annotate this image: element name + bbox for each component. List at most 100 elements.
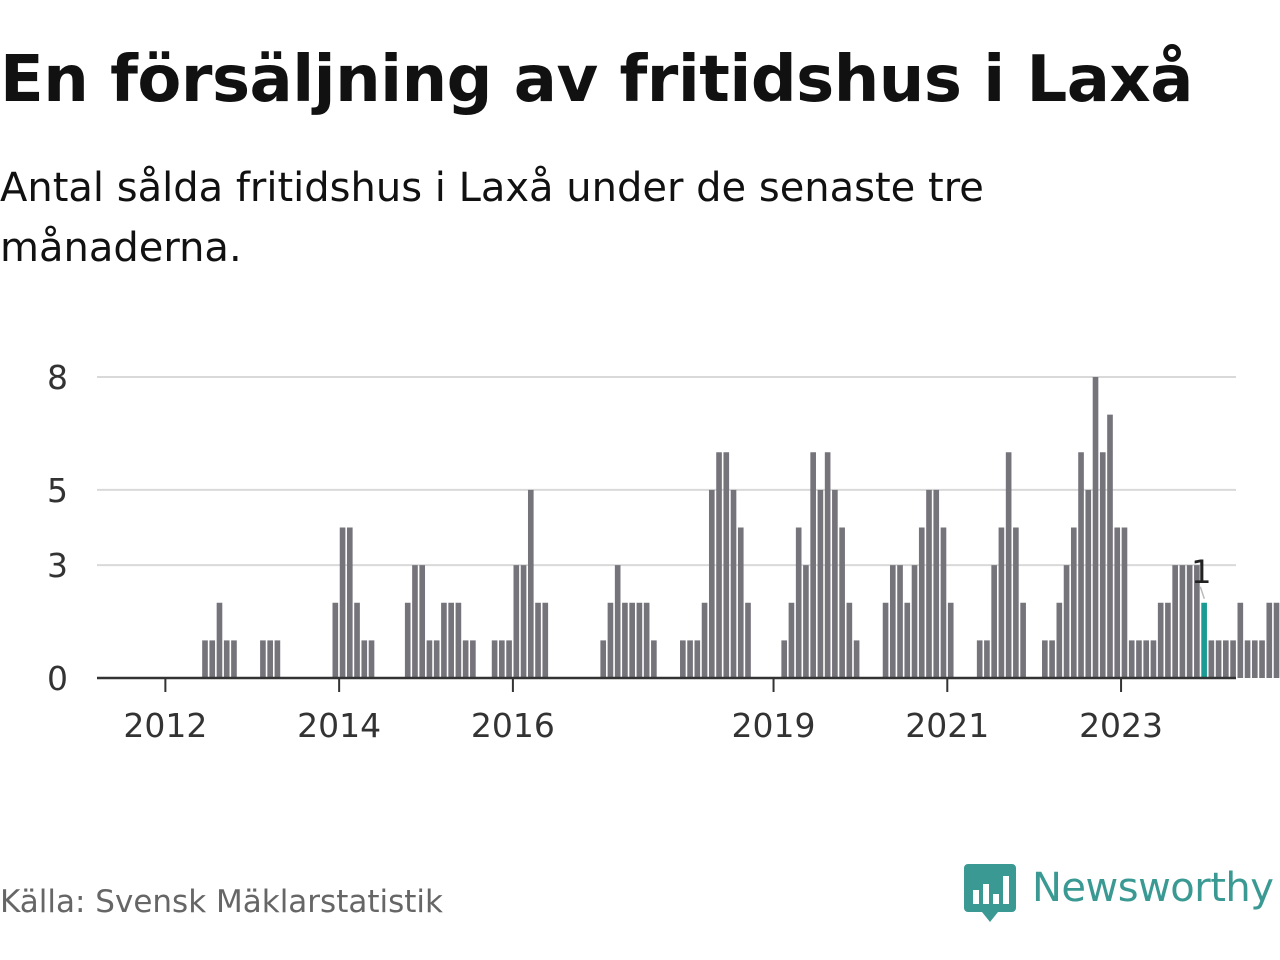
bar (622, 602, 628, 678)
bar (1230, 640, 1236, 679)
bar (730, 489, 737, 679)
bar (231, 640, 237, 679)
bar (716, 452, 722, 678)
bar (737, 527, 744, 678)
bar (491, 640, 498, 679)
bar (433, 640, 440, 679)
x-tick-label: 2014 (297, 706, 381, 745)
bar (1186, 565, 1193, 679)
bar (694, 640, 701, 679)
bar-chart: 1 0 3 5 8 2012 2014 2016 2019 2021 2023 (47, 358, 1280, 745)
bars (202, 377, 1280, 679)
highlighted-bar (1201, 602, 1207, 678)
bar (984, 640, 990, 679)
bar (824, 452, 831, 678)
bar (607, 602, 614, 678)
bar (346, 527, 353, 678)
bar (976, 640, 983, 679)
bar (680, 640, 686, 679)
bar (651, 640, 657, 679)
bar (506, 640, 512, 679)
x-tick-label: 2021 (905, 706, 989, 745)
bar (708, 489, 715, 679)
bar (1070, 527, 1077, 678)
bar (918, 527, 925, 678)
bar (1223, 640, 1229, 679)
bar (520, 565, 527, 679)
bar (723, 452, 730, 678)
bar (832, 489, 838, 679)
bar (1092, 377, 1099, 678)
bar (1251, 640, 1258, 679)
newsworthy-logo-icon (964, 864, 1016, 922)
bar (1136, 640, 1142, 679)
bar (940, 527, 947, 678)
bar (209, 640, 216, 679)
y-tick-label: 3 (47, 546, 68, 585)
bar (1273, 602, 1280, 678)
x-tick-label: 2023 (1079, 706, 1163, 745)
bar (1099, 452, 1106, 678)
bar (404, 602, 411, 678)
bar (1114, 527, 1121, 678)
bar (332, 602, 339, 678)
bar (629, 602, 635, 678)
bar (354, 602, 360, 678)
bar (448, 602, 454, 678)
bar (1049, 640, 1055, 679)
bar (1143, 640, 1150, 679)
grid-lines (97, 376, 1236, 567)
bar (926, 489, 932, 679)
bar (499, 640, 505, 679)
x-tick-label: 2016 (471, 706, 555, 745)
bar (274, 640, 281, 679)
bar (1005, 452, 1012, 678)
bar (1078, 452, 1084, 678)
bar (600, 640, 607, 679)
bar (1165, 602, 1171, 678)
chart-title: En försäljning av fritidshus i Laxå (0, 43, 1193, 117)
bar (1259, 640, 1265, 679)
brand-name: Newsworthy (1032, 865, 1274, 911)
bar (882, 602, 889, 678)
bar (513, 565, 520, 679)
bar (803, 565, 809, 679)
bar (1179, 565, 1186, 679)
bar (1157, 602, 1164, 678)
bar (998, 527, 1005, 678)
bar (339, 527, 346, 678)
bar (527, 489, 534, 679)
bar (636, 602, 643, 678)
bar (223, 640, 230, 679)
bar (361, 640, 368, 679)
bar (1085, 489, 1092, 679)
bar (1266, 602, 1273, 678)
bar (1063, 565, 1070, 679)
bar (781, 640, 788, 679)
y-tick-label: 0 (47, 659, 68, 698)
bar (1194, 565, 1200, 679)
bar (904, 602, 911, 678)
bar (889, 565, 896, 679)
bar (412, 565, 418, 679)
bar (1128, 640, 1135, 679)
bar (1172, 565, 1178, 679)
annotation-leader (1199, 586, 1206, 599)
bar (1244, 640, 1251, 679)
bar (643, 602, 650, 678)
bar (614, 565, 621, 679)
bar (745, 602, 751, 678)
x-tick-label: 2019 (732, 706, 816, 745)
bar (535, 602, 541, 678)
bar (1150, 640, 1157, 679)
brand-logo[interactable]: Newsworthy (964, 864, 1276, 928)
bar (455, 602, 462, 678)
bar (846, 602, 853, 678)
axes (97, 676, 1236, 692)
bar (1237, 602, 1244, 678)
bar (1042, 640, 1048, 679)
bar (419, 565, 426, 679)
bar (1121, 527, 1128, 678)
bar (817, 489, 824, 679)
bar (1208, 640, 1215, 679)
